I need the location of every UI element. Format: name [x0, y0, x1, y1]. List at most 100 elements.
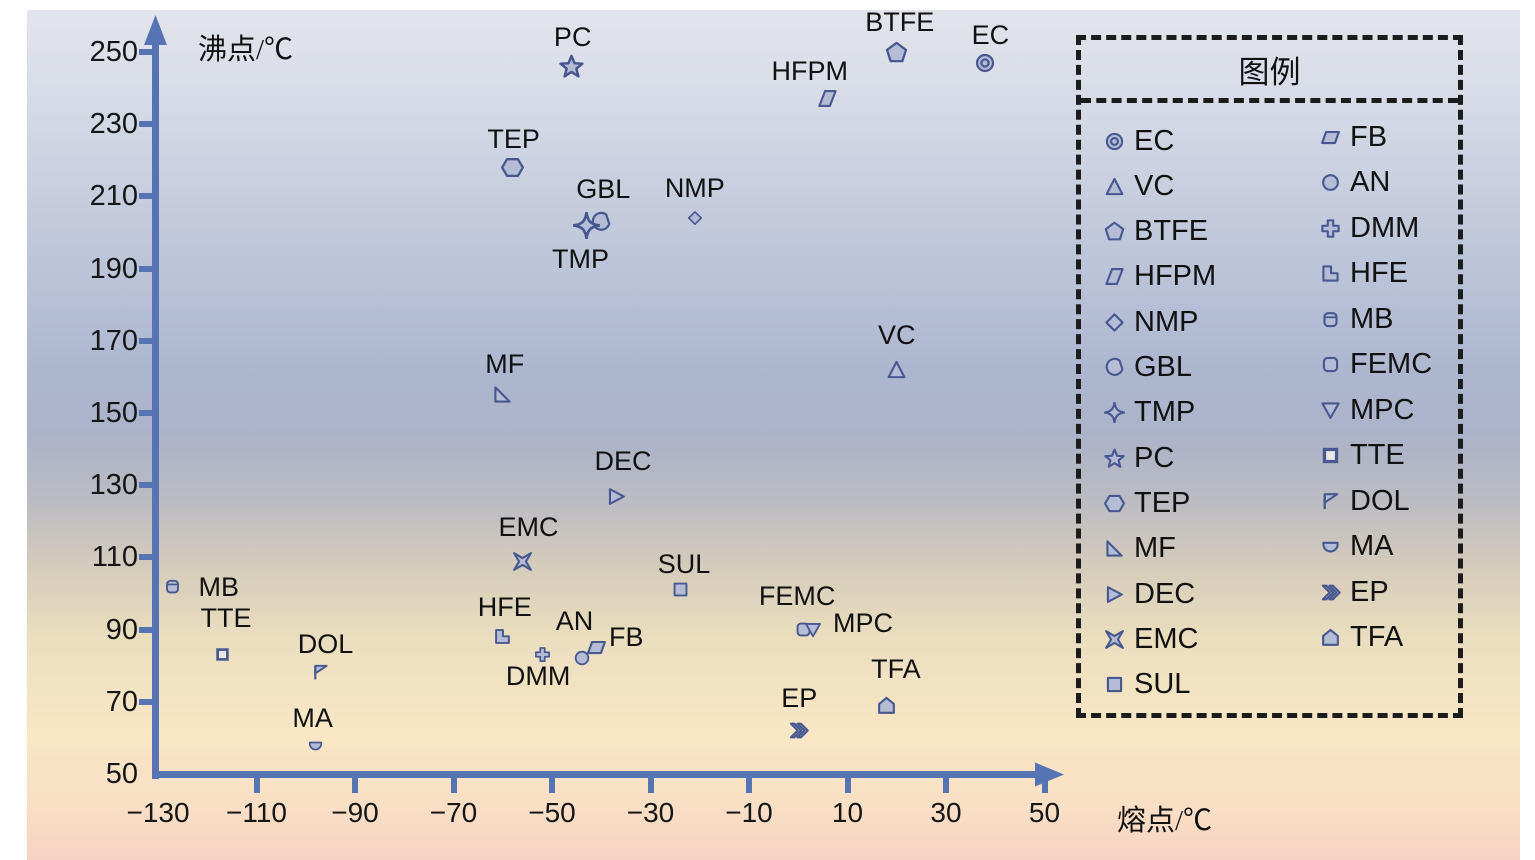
rtriangle-marker-icon — [494, 386, 511, 404]
point-label-AN: AN — [555, 606, 594, 637]
legend-item-TEP: TEP — [1104, 481, 1190, 525]
scatter-point-EMC — [512, 551, 533, 572]
scatter-point-TTE — [214, 646, 231, 663]
legend-item-TFA: TFA — [1320, 616, 1403, 660]
lshape-marker-icon — [495, 629, 511, 645]
scatter-point-EP — [788, 720, 809, 741]
scatter-point-DOL — [311, 663, 330, 682]
y-tick-mark — [139, 193, 153, 200]
square-o-marker-icon — [215, 648, 229, 662]
point-label-HFE: HFE — [477, 591, 532, 622]
legend-item-label: MPC — [1350, 393, 1415, 426]
scatter-point-SUL — [671, 580, 690, 599]
point-label-TTE: TTE — [200, 602, 252, 633]
legend-item-MPC: MPC — [1320, 388, 1414, 432]
scatter-point-TEP — [501, 156, 525, 179]
legend-item-label: TFA — [1350, 621, 1404, 653]
y-axis — [152, 40, 159, 779]
parallelogram-skew-marker-icon — [1105, 268, 1124, 286]
triangle-down-marker-icon — [1321, 401, 1340, 419]
scatter-point-MB — [163, 577, 182, 596]
legend-item-DMM: DMM — [1320, 206, 1419, 250]
point-label-SUL: SUL — [657, 548, 711, 579]
legend-item-DEC: DEC — [1104, 572, 1195, 616]
legend-item-label: FB — [1350, 120, 1388, 153]
triangle-up-marker-icon — [887, 361, 906, 379]
legend-item-label: FEMC — [1350, 348, 1433, 380]
house-marker-icon — [878, 696, 896, 714]
scatter-point-MF — [492, 384, 513, 405]
legend-item-label: EMC — [1134, 622, 1199, 655]
legend-item-label: HFPM — [1134, 260, 1217, 293]
x-tick-mark — [647, 778, 654, 793]
y-tick-label: 230 — [89, 108, 138, 141]
legend-item-label: EP — [1350, 575, 1389, 608]
scatter-point-TFA — [876, 695, 897, 716]
plus-marker-icon — [1321, 218, 1340, 238]
scatter-point-AN — [573, 649, 591, 667]
legend-item-TMP: TMP — [1104, 391, 1195, 435]
square-marker-icon — [673, 582, 687, 597]
circle-marker-icon — [1322, 174, 1339, 191]
legend-item-label: TEP — [1134, 486, 1191, 519]
y-tick-label: 90 — [105, 613, 138, 646]
parallelogram-marker-icon — [586, 641, 606, 655]
flag-marker-icon — [314, 665, 328, 680]
legend-item-NMP: NMP — [1104, 300, 1198, 344]
chevrons-marker-icon — [1321, 584, 1341, 600]
y-tick-label: 70 — [105, 685, 138, 718]
y-tick-label: 250 — [89, 36, 138, 68]
legend-item-HFPM: HFPM — [1104, 255, 1216, 299]
x-tick-label: −10 — [725, 797, 773, 828]
legend-item-HFE: HFE — [1320, 252, 1408, 296]
square-o-marker-icon — [1322, 447, 1339, 464]
star5-marker-icon — [559, 54, 584, 78]
x-tick-label: −130 — [126, 797, 190, 828]
triangle-right-marker-icon — [1106, 585, 1123, 603]
y-tick-mark — [139, 265, 153, 272]
legend-item-label: MA — [1350, 530, 1394, 562]
half-disc-marker-icon — [1322, 541, 1339, 553]
scatter-point-BTFE — [885, 41, 908, 64]
scatter-point-DEC — [606, 486, 627, 507]
parallelogram-marker-icon — [1321, 130, 1340, 144]
legend-item-SUL: SUL — [1104, 663, 1190, 707]
x-tick-mark — [352, 778, 358, 793]
plus-marker-icon — [534, 647, 550, 663]
point-label-DEC: DEC — [594, 446, 652, 477]
rounded-square-marker-icon — [1322, 356, 1339, 373]
legend-item-label: HFE — [1350, 257, 1408, 289]
blob-marker-icon — [1105, 357, 1124, 376]
y-tick-mark — [139, 337, 153, 344]
x-tick-mark — [1041, 778, 1048, 793]
scatter-point-HFPM — [817, 88, 838, 109]
x-tick-label: −90 — [331, 797, 379, 828]
point-label-GBL: GBL — [576, 173, 631, 204]
point-label-NMP: NMP — [664, 173, 725, 204]
square-marker-icon — [1106, 676, 1123, 693]
legend-item-label: MB — [1350, 302, 1394, 335]
legend-item-label: NMP — [1134, 305, 1199, 338]
scatter-point-NMP — [687, 210, 703, 226]
legend-item-label: TMP — [1134, 396, 1196, 429]
legend-item-label: MF — [1134, 532, 1176, 565]
y-tick-mark — [139, 626, 153, 633]
bullseye-marker-icon — [1105, 132, 1124, 150]
x-tick-label: 10 — [831, 797, 864, 828]
legend-item-label: PC — [1134, 441, 1175, 474]
barrel-marker-icon — [166, 579, 180, 594]
legend-item-label: AN — [1350, 166, 1391, 198]
x-tick-mark — [253, 778, 260, 793]
point-label-MPC: MPC — [833, 607, 894, 638]
scatter-point-MA — [307, 737, 324, 754]
pentagon-marker-icon — [886, 41, 908, 62]
y-tick-mark — [139, 49, 153, 55]
y-tick-mark — [139, 121, 153, 128]
scatter-point-VC — [886, 359, 907, 380]
scatter-point-MPC — [804, 621, 822, 639]
legend-item-AN: AN — [1320, 161, 1390, 205]
chevrons-marker-icon — [789, 722, 809, 739]
point-label-PC: PC — [553, 22, 592, 53]
x-tick-mark — [844, 778, 851, 793]
